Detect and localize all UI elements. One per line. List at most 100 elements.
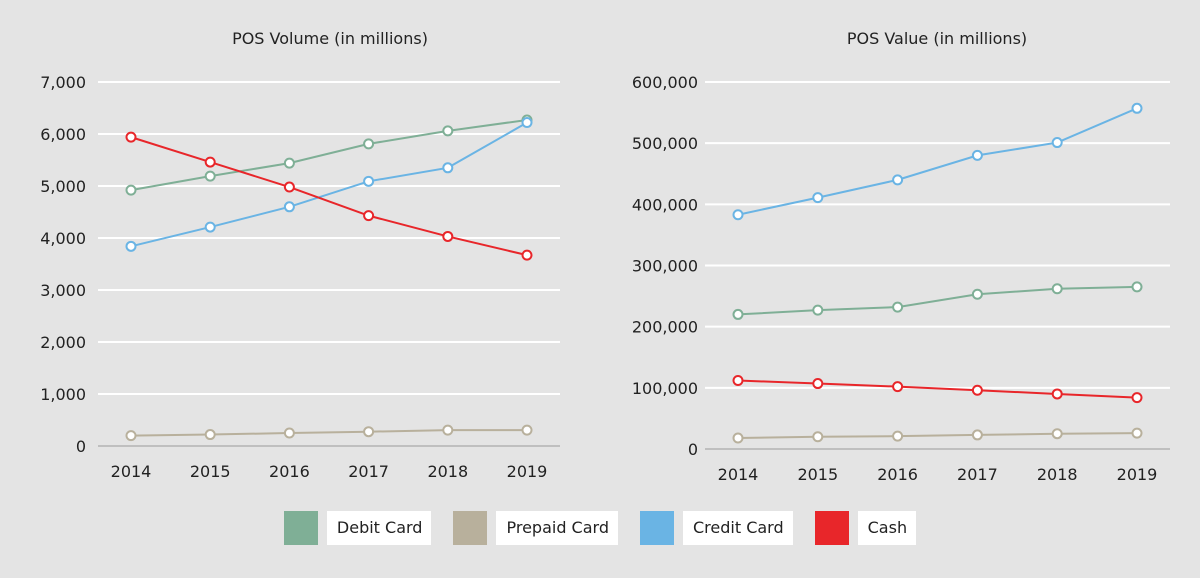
x-tick-label: 2018: [427, 462, 468, 481]
y-tick-label: 100,000: [632, 379, 698, 398]
y-tick-label: 3,000: [40, 281, 86, 300]
data-point-cash: [732, 374, 744, 386]
x-tick-label: 2015: [190, 462, 231, 481]
x-tick-label: 2014: [111, 462, 152, 481]
legend-item-cash: Cash: [814, 511, 917, 545]
data-point-debit-card: [125, 184, 137, 196]
legend-item-debit-card: Debit Card: [283, 511, 432, 545]
series-line-credit-card: [130, 121, 528, 248]
legend-swatch-debit-card: [283, 511, 318, 545]
data-point-cash: [1051, 388, 1063, 400]
data-point-debit-card: [1131, 281, 1143, 293]
legend-item-prepaid-card: Prepaid Card: [453, 511, 618, 545]
legend-item-credit-card: Credit Card: [639, 511, 793, 545]
y-tick-label: 300,000: [632, 257, 698, 276]
series-line-debit-card: [130, 118, 528, 192]
data-point-credit-card: [892, 174, 904, 186]
data-point-credit-card: [732, 209, 744, 221]
legend-swatch-cash: [814, 511, 849, 545]
series-line-cash: [737, 379, 1138, 399]
data-point-cash: [892, 381, 904, 393]
data-point-debit-card: [363, 138, 375, 150]
series-line-prepaid-card: [130, 429, 527, 437]
y-tick-label: 7,000: [40, 73, 86, 92]
legend-label-cash: Cash: [857, 511, 917, 545]
x-tick-label: 2019: [507, 462, 548, 481]
data-point-cash: [1131, 392, 1143, 404]
data-point-credit-card: [521, 117, 533, 129]
data-point-debit-card: [442, 125, 454, 137]
y-tick-label: 1,000: [40, 385, 86, 404]
data-point-credit-card: [971, 149, 983, 161]
data-point-credit-card: [204, 221, 216, 233]
data-point-debit-card: [812, 304, 824, 316]
data-point-prepaid-card: [892, 430, 904, 442]
legend-swatch-credit-card: [639, 511, 674, 545]
data-point-credit-card: [812, 192, 824, 204]
data-point-prepaid-card: [732, 432, 744, 444]
data-point-prepaid-card: [283, 427, 295, 439]
data-point-cash: [971, 384, 983, 396]
y-tick-label: 0: [76, 437, 86, 456]
data-point-credit-card: [283, 201, 295, 213]
x-tick-label: 2017: [957, 465, 998, 484]
x-tick-label: 2017: [348, 462, 389, 481]
data-point-credit-card: [125, 240, 137, 252]
series-line-credit-card: [737, 107, 1138, 216]
x-tick-label: 2015: [797, 465, 838, 484]
y-tick-label: 600,000: [632, 73, 698, 92]
data-point-cash: [521, 249, 533, 261]
x-tick-label: 2016: [877, 465, 918, 484]
data-point-cash: [363, 210, 375, 222]
series-line-debit-card: [737, 285, 1138, 316]
data-point-prepaid-card: [812, 431, 824, 443]
data-point-debit-card: [971, 288, 983, 300]
y-tick-label: 6,000: [40, 125, 86, 144]
data-point-cash: [125, 131, 137, 143]
x-tick-label: 2018: [1037, 465, 1078, 484]
data-point-prepaid-card: [521, 424, 533, 436]
data-point-prepaid-card: [125, 430, 137, 442]
data-point-prepaid-card: [1051, 428, 1063, 440]
data-point-debit-card: [204, 170, 216, 182]
data-point-cash: [812, 378, 824, 390]
data-point-prepaid-card: [1131, 427, 1143, 439]
data-point-cash: [204, 156, 216, 168]
data-point-prepaid-card: [971, 429, 983, 441]
x-tick-label: 2019: [1117, 465, 1158, 484]
data-point-cash: [283, 181, 295, 193]
chart-panel-1: POS Volume (in millions) 0 1,000 2,000 3,000…: [40, 29, 560, 481]
data-point-credit-card: [442, 162, 454, 174]
legend-label-credit-card: Credit Card: [682, 511, 793, 545]
data-point-debit-card: [732, 308, 744, 320]
x-tick-label: 2016: [269, 462, 310, 481]
data-point-credit-card: [1051, 137, 1063, 149]
data-point-debit-card: [283, 157, 295, 169]
y-tick-label: 200,000: [632, 318, 698, 337]
legend-swatch-prepaid-card: [453, 511, 488, 545]
y-tick-label: 0: [688, 440, 698, 459]
series-line-prepaid-card: [737, 432, 1138, 439]
y-tick-label: 4,000: [40, 229, 86, 248]
data-point-credit-card: [1131, 102, 1143, 114]
chart-panel-2: POS Value (in millions) 0 100,000 200,000 30…: [632, 29, 1170, 484]
legend-label-prepaid-card: Prepaid Card: [496, 511, 618, 545]
y-tick-label: 500,000: [632, 134, 698, 153]
data-point-debit-card: [892, 301, 904, 313]
x-tick-label: 2014: [718, 465, 759, 484]
data-point-debit-card: [1051, 283, 1063, 295]
data-point-prepaid-card: [442, 424, 454, 436]
y-tick-label: 5,000: [40, 177, 86, 196]
legend: Debit Card Prepaid Card Credit Card Cash: [0, 508, 1200, 548]
data-point-prepaid-card: [204, 429, 216, 441]
data-point-prepaid-card: [363, 426, 375, 438]
legend-label-debit-card: Debit Card: [326, 511, 432, 545]
data-point-cash: [442, 230, 454, 242]
chart-title: POS Volume (in millions): [232, 29, 428, 48]
series-line-cash: [130, 136, 528, 257]
y-tick-label: 2,000: [40, 333, 86, 352]
data-point-credit-card: [363, 175, 375, 187]
y-tick-label: 400,000: [632, 195, 698, 214]
